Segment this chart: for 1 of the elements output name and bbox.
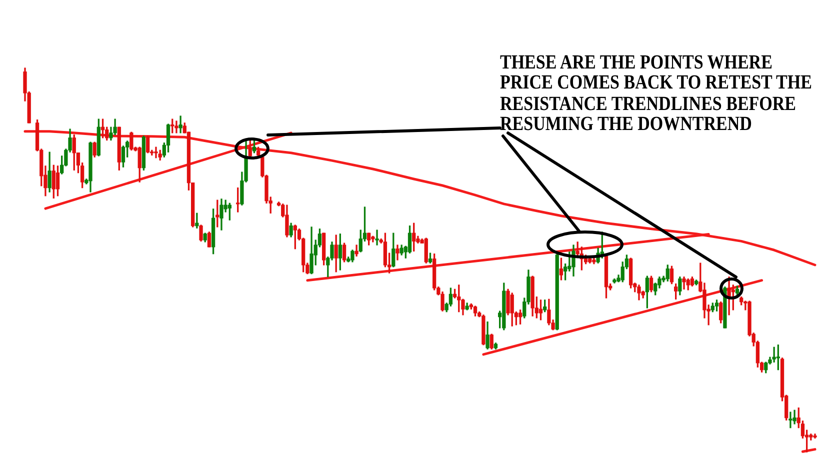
annotation: THESE ARE THE POINTS WHERE PRICE COMES BACK TO RETEST THE RESISTANCE TRENDLINES BEFORE RESUMING THE DOWNTREND <box>500 50 813 135</box>
